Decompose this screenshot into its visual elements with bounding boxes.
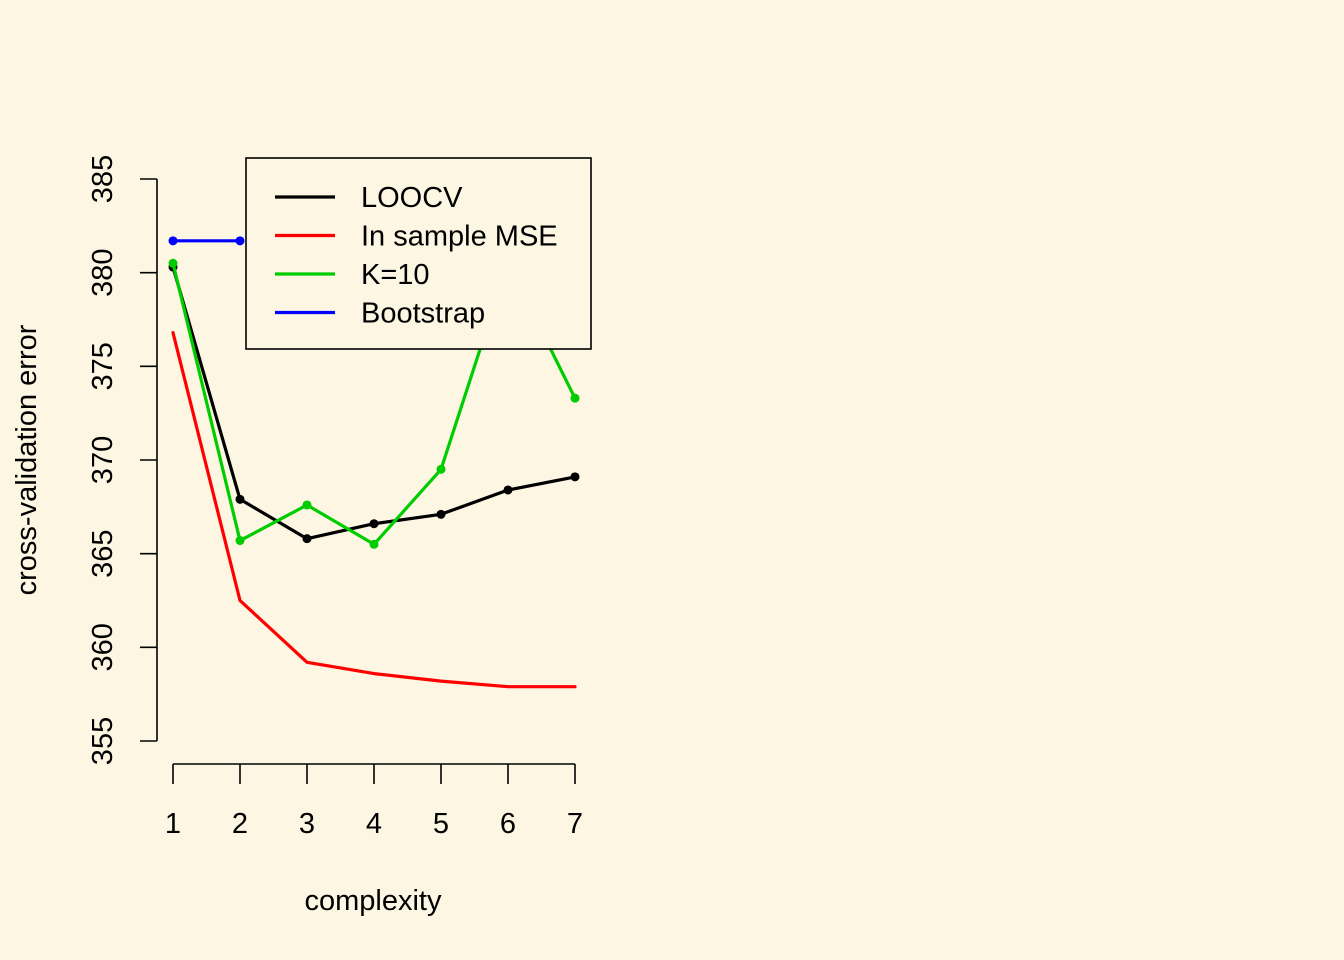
- x-axis-title: complexity: [305, 885, 442, 917]
- y-tick-label: 375: [87, 342, 119, 390]
- data-point: [503, 485, 513, 495]
- x-tick-label: 3: [299, 808, 315, 840]
- data-point: [302, 534, 312, 544]
- series-in-sample-mse: [171, 331, 577, 689]
- data-point: [235, 536, 245, 546]
- data-point: [168, 236, 178, 246]
- data-point: [235, 236, 245, 246]
- data-point: [570, 393, 580, 403]
- y-tick-label: 380: [87, 248, 119, 296]
- data-point: [369, 519, 379, 529]
- x-tick-label: 2: [232, 808, 248, 840]
- x-tick-label: 6: [500, 808, 516, 840]
- data-point: [302, 500, 312, 510]
- data-point: [168, 258, 178, 268]
- series-layer: [168, 236, 580, 689]
- y-axis: 355 360 365 370 375 380 385: [87, 155, 158, 765]
- legend-label: LOOCV: [361, 182, 463, 214]
- y-tick-label: 365: [87, 529, 119, 577]
- data-point: [436, 509, 446, 519]
- legend-label: In sample MSE: [361, 221, 558, 253]
- legend-item: In sample MSE: [275, 221, 558, 253]
- legend: LOOCV In sample MSE K=10 Bootstrap: [245, 157, 592, 350]
- series-loocv: [168, 262, 580, 544]
- data-point: [235, 494, 245, 504]
- y-tick-label: 385: [87, 155, 119, 203]
- legend-item: K=10: [275, 259, 430, 291]
- x-tick-label: 4: [366, 808, 382, 840]
- y-axis-title: cross-validation error: [11, 324, 43, 595]
- y-tick-label: 355: [87, 717, 119, 765]
- data-point: [570, 472, 580, 482]
- data-point: [369, 539, 379, 549]
- data-point: [436, 464, 446, 474]
- y-tick-label: 370: [87, 436, 119, 484]
- y-tick-label: 360: [87, 623, 119, 671]
- x-axis: 1 2 3 4 5 6 7: [165, 763, 583, 840]
- x-tick-label: 7: [567, 808, 583, 840]
- legend-item: Bootstrap: [275, 298, 485, 330]
- legend-label: Bootstrap: [361, 298, 485, 330]
- legend-label: K=10: [361, 259, 430, 291]
- x-tick-label: 1: [165, 808, 181, 840]
- x-tick-label: 5: [433, 808, 449, 840]
- series-line: [171, 331, 577, 689]
- legend-item: LOOCV: [275, 182, 463, 214]
- legend-box: [245, 157, 592, 350]
- series-bootstrap: [168, 236, 245, 246]
